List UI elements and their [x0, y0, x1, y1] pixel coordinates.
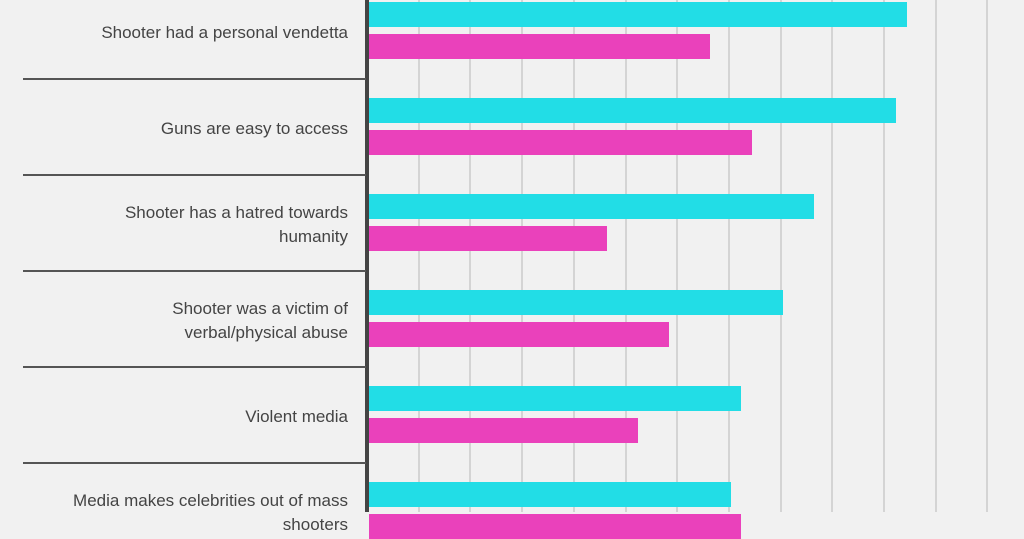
horizontal-bar-chart: Shooter had a personal vendetta Guns are …: [8, 0, 989, 539]
bar-series-2: [369, 514, 742, 539]
category-separator: [23, 174, 366, 176]
bar-series-2: [369, 34, 711, 59]
bar-series-1: [369, 98, 897, 123]
category-separator: [23, 366, 366, 368]
gridline: [883, 0, 885, 512]
category-separator: [23, 78, 366, 80]
category-label: Shooter was a victim of verbal/physical a…: [8, 297, 348, 345]
gridline: [676, 0, 679, 512]
category-label-line: Violent media: [245, 407, 348, 426]
category-label-line: Guns are easy to access: [160, 119, 348, 138]
bar-series-1: [369, 194, 814, 219]
category-label-line: verbal/physical abuse: [184, 323, 348, 342]
bar-series-2: [369, 322, 669, 347]
category-separator: [23, 270, 366, 272]
bar-series-1: [369, 482, 731, 507]
category-label-line: shooters: [282, 515, 348, 534]
gridline: [572, 0, 575, 512]
category-label: Media makes celebrities out of mass shoot…: [8, 489, 348, 537]
category-label: Guns are easy to access: [8, 117, 348, 141]
category-label-line: Shooter had a personal vendetta: [101, 23, 348, 42]
gridline: [417, 0, 420, 512]
category-separator: [23, 462, 366, 464]
bar-series-2: [369, 226, 607, 251]
gridline: [727, 0, 730, 512]
bar-series-1: [369, 386, 742, 411]
gridline: [469, 0, 472, 512]
gridline: [624, 0, 627, 512]
y-axis-line: [365, 0, 369, 512]
gridline: [934, 0, 937, 512]
gridline: [521, 0, 524, 512]
bar-series-1: [369, 290, 783, 315]
category-label: Shooter has a hatred towards humanity: [8, 201, 348, 249]
gridline: [779, 0, 782, 512]
gridline: [986, 0, 989, 512]
category-label: Shooter had a personal vendetta: [8, 21, 348, 45]
category-label-line: humanity: [279, 227, 348, 246]
category-label-line: Shooter has a hatred towards: [124, 203, 348, 222]
category-label-line: Shooter was a victim of: [172, 299, 348, 318]
category-label: Violent media: [8, 405, 348, 429]
category-label-line: Media makes celebrities out of mass: [73, 491, 348, 510]
bar-series-2: [369, 130, 752, 155]
bar-series-1: [369, 2, 907, 27]
gridline: [831, 0, 834, 512]
bar-series-2: [369, 418, 638, 443]
